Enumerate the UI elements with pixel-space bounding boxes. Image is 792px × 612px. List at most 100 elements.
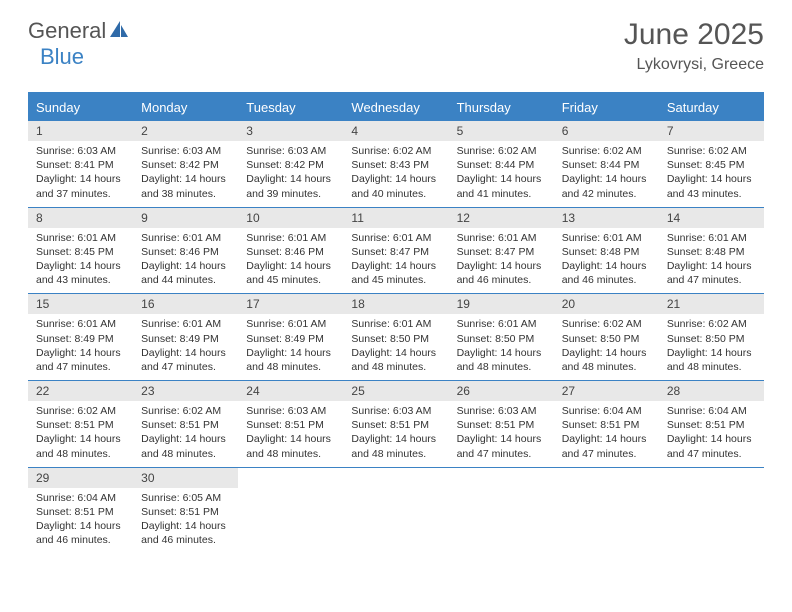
sunset-text: Sunset: 8:46 PM bbox=[246, 245, 335, 259]
sunrise-text: Sunrise: 6:03 AM bbox=[457, 404, 546, 418]
day-body: Sunrise: 6:01 AMSunset: 8:49 PMDaylight:… bbox=[238, 314, 343, 374]
daylight-text: Daylight: 14 hours and 45 minutes. bbox=[246, 259, 335, 287]
sunrise-text: Sunrise: 6:05 AM bbox=[141, 491, 230, 505]
day-number: 26 bbox=[449, 381, 554, 401]
day-cell: 15Sunrise: 6:01 AMSunset: 8:49 PMDayligh… bbox=[28, 294, 133, 380]
day-body: Sunrise: 6:02 AMSunset: 8:44 PMDaylight:… bbox=[449, 141, 554, 201]
sunset-text: Sunset: 8:47 PM bbox=[351, 245, 440, 259]
sunrise-text: Sunrise: 6:02 AM bbox=[351, 144, 440, 158]
day-body: Sunrise: 6:01 AMSunset: 8:47 PMDaylight:… bbox=[449, 228, 554, 288]
daylight-text: Daylight: 14 hours and 40 minutes. bbox=[351, 172, 440, 200]
day-number: 22 bbox=[28, 381, 133, 401]
sunrise-text: Sunrise: 6:03 AM bbox=[351, 404, 440, 418]
sunset-text: Sunset: 8:49 PM bbox=[141, 332, 230, 346]
sunset-text: Sunset: 8:50 PM bbox=[562, 332, 651, 346]
sunrise-text: Sunrise: 6:01 AM bbox=[141, 231, 230, 245]
sunrise-text: Sunrise: 6:03 AM bbox=[246, 144, 335, 158]
day-header: Tuesday bbox=[238, 94, 343, 121]
day-body: Sunrise: 6:01 AMSunset: 8:48 PMDaylight:… bbox=[554, 228, 659, 288]
sunset-text: Sunset: 8:47 PM bbox=[457, 245, 546, 259]
day-number: 30 bbox=[133, 468, 238, 488]
day-header: Wednesday bbox=[343, 94, 448, 121]
daylight-text: Daylight: 14 hours and 48 minutes. bbox=[351, 432, 440, 460]
day-cell: 7Sunrise: 6:02 AMSunset: 8:45 PMDaylight… bbox=[659, 121, 764, 207]
day-cell: 30 Sunrise: 6:05 AMSunset: 8:51 PMDayligh… bbox=[133, 468, 238, 554]
sunrise-text: Sunrise: 6:01 AM bbox=[457, 231, 546, 245]
day-cell: 24Sunrise: 6:03 AMSunset: 8:51 PMDayligh… bbox=[238, 381, 343, 467]
day-cell: 4Sunrise: 6:02 AMSunset: 8:43 PMDaylight… bbox=[343, 121, 448, 207]
day-body: Sunrise: 6:01 AMSunset: 8:45 PMDaylight:… bbox=[28, 228, 133, 288]
daylight-text: Daylight: 14 hours and 46 minutes. bbox=[562, 259, 651, 287]
day-number: 13 bbox=[554, 208, 659, 228]
daylight-text: Daylight: 14 hours and 43 minutes. bbox=[667, 172, 756, 200]
day-number: 14 bbox=[659, 208, 764, 228]
week-row: 8Sunrise: 6:01 AMSunset: 8:45 PMDaylight… bbox=[28, 208, 764, 295]
sunset-text: Sunset: 8:51 PM bbox=[667, 418, 756, 432]
day-body: Sunrise: 6:03 AMSunset: 8:51 PMDaylight:… bbox=[343, 401, 448, 461]
day-header: Monday bbox=[133, 94, 238, 121]
daylight-text: Daylight: 14 hours and 43 minutes. bbox=[36, 259, 125, 287]
sunset-text: Sunset: 8:42 PM bbox=[141, 158, 230, 172]
logo-text-general: General bbox=[28, 18, 106, 44]
day-body: Sunrise: 6:01 AMSunset: 8:50 PMDaylight:… bbox=[449, 314, 554, 374]
day-number: 18 bbox=[343, 294, 448, 314]
daylight-text: Daylight: 14 hours and 48 minutes. bbox=[36, 432, 125, 460]
sunset-text: Sunset: 8:50 PM bbox=[351, 332, 440, 346]
month-title: June 2025 bbox=[624, 18, 764, 52]
daylight-text: Daylight: 14 hours and 48 minutes. bbox=[246, 346, 335, 374]
sunrise-text: Sunrise: 6:02 AM bbox=[667, 317, 756, 331]
week-row: 15Sunrise: 6:01 AMSunset: 8:49 PMDayligh… bbox=[28, 294, 764, 381]
daylight-text: Daylight: 14 hours and 48 minutes. bbox=[246, 432, 335, 460]
logo-sail-icon bbox=[108, 19, 130, 44]
day-number: 6 bbox=[554, 121, 659, 141]
day-body: Sunrise: 6:01 AMSunset: 8:48 PMDaylight:… bbox=[659, 228, 764, 288]
sunrise-text: Sunrise: 6:02 AM bbox=[667, 144, 756, 158]
day-cell: 3Sunrise: 6:03 AMSunset: 8:42 PMDaylight… bbox=[238, 121, 343, 207]
day-body: Sunrise: 6:01 AMSunset: 8:50 PMDaylight:… bbox=[343, 314, 448, 374]
day-number: 17 bbox=[238, 294, 343, 314]
sunset-text: Sunset: 8:44 PM bbox=[562, 158, 651, 172]
sunset-text: Sunset: 8:51 PM bbox=[562, 418, 651, 432]
day-cell: 8Sunrise: 6:01 AMSunset: 8:45 PMDaylight… bbox=[28, 208, 133, 294]
sunset-text: Sunset: 8:48 PM bbox=[667, 245, 756, 259]
logo: General bbox=[28, 18, 132, 44]
sunset-text: Sunset: 8:51 PM bbox=[141, 505, 230, 519]
daylight-text: Daylight: 14 hours and 48 minutes. bbox=[351, 346, 440, 374]
sunset-text: Sunset: 8:42 PM bbox=[246, 158, 335, 172]
sunset-text: Sunset: 8:51 PM bbox=[36, 505, 125, 519]
weeks-container: 1Sunrise: 6:03 AMSunset: 8:41 PMDaylight… bbox=[28, 121, 764, 553]
daylight-text: Daylight: 14 hours and 46 minutes. bbox=[36, 519, 125, 547]
day-body: Sunrise: 6:01 AMSunset: 8:46 PMDaylight:… bbox=[133, 228, 238, 288]
day-body: Sunrise: 6:01 AMSunset: 8:46 PMDaylight:… bbox=[238, 228, 343, 288]
empty-cell bbox=[554, 468, 659, 554]
empty-cell bbox=[238, 468, 343, 554]
day-number: 19 bbox=[449, 294, 554, 314]
sunrise-text: Sunrise: 6:03 AM bbox=[246, 404, 335, 418]
day-cell: 21Sunrise: 6:02 AMSunset: 8:50 PMDayligh… bbox=[659, 294, 764, 380]
day-body: Sunrise: 6:02 AMSunset: 8:51 PMDaylight:… bbox=[133, 401, 238, 461]
daylight-text: Daylight: 14 hours and 47 minutes. bbox=[667, 259, 756, 287]
day-cell: 11Sunrise: 6:01 AMSunset: 8:47 PMDayligh… bbox=[343, 208, 448, 294]
sunset-text: Sunset: 8:51 PM bbox=[351, 418, 440, 432]
sunrise-text: Sunrise: 6:02 AM bbox=[36, 404, 125, 418]
day-cell: 26Sunrise: 6:03 AMSunset: 8:51 PMDayligh… bbox=[449, 381, 554, 467]
sunrise-text: Sunrise: 6:02 AM bbox=[562, 317, 651, 331]
day-body: Sunrise: 6:03 AMSunset: 8:42 PMDaylight:… bbox=[133, 141, 238, 201]
day-body: Sunrise: 6:03 AMSunset: 8:51 PMDaylight:… bbox=[449, 401, 554, 461]
daylight-text: Daylight: 14 hours and 37 minutes. bbox=[36, 172, 125, 200]
day-number: 3 bbox=[238, 121, 343, 141]
daylight-text: Daylight: 14 hours and 48 minutes. bbox=[667, 346, 756, 374]
day-number: 20 bbox=[554, 294, 659, 314]
day-cell: 19Sunrise: 6:01 AMSunset: 8:50 PMDayligh… bbox=[449, 294, 554, 380]
daylight-text: Daylight: 14 hours and 47 minutes. bbox=[667, 432, 756, 460]
day-body: Sunrise: 6:04 AMSunset: 8:51 PMDaylight:… bbox=[659, 401, 764, 461]
daylight-text: Daylight: 14 hours and 47 minutes. bbox=[457, 432, 546, 460]
week-row: 29Sunrise: 6:04 AMSunset: 8:51 PMDayligh… bbox=[28, 468, 764, 554]
day-body: Sunrise: 6:02 AMSunset: 8:45 PMDaylight:… bbox=[659, 141, 764, 201]
day-number: 8 bbox=[28, 208, 133, 228]
day-body: Sunrise: 6:02 AMSunset: 8:50 PMDaylight:… bbox=[554, 314, 659, 374]
daylight-text: Daylight: 14 hours and 47 minutes. bbox=[562, 432, 651, 460]
empty-cell bbox=[343, 468, 448, 554]
day-header-row: SundayMondayTuesdayWednesdayThursdayFrid… bbox=[28, 94, 764, 121]
daylight-text: Daylight: 14 hours and 46 minutes. bbox=[141, 519, 230, 547]
